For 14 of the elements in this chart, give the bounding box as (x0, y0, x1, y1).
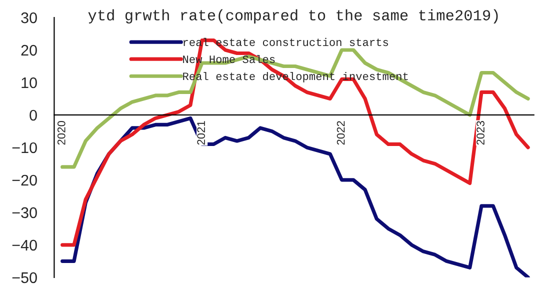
y-tick-label: −40 (12, 240, 37, 251)
y-tick-label: 0 (30, 110, 37, 121)
chart-title: ytd grwth rate(compared to the same time2019) (88, 9, 498, 24)
y-tick-label: −50 (12, 272, 37, 284)
y-tick-label: −30 (12, 207, 37, 218)
y-tick-label: −20 (12, 174, 37, 186)
y-tick-label: −10 (12, 142, 37, 154)
x-tick-label: 2021 (197, 121, 206, 145)
x-tick-label: 2023 (476, 121, 484, 145)
y-tick-label: 20 (21, 44, 37, 56)
x-tick-label: 2022 (336, 121, 345, 145)
x-tick-label: 2020 (57, 120, 66, 145)
y-tick-label: 30 (21, 12, 37, 24)
y-tick-label: 10 (22, 77, 37, 88)
